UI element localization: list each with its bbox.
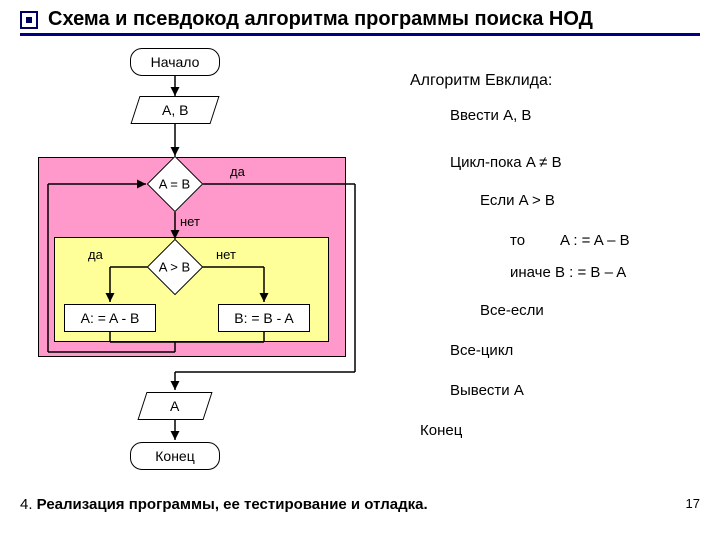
- node-input-label: A, B: [162, 102, 188, 118]
- node-proc-a-label: A: = A - B: [81, 310, 140, 326]
- label-no-1: нет: [180, 214, 200, 229]
- node-proc-b: B: = B - A: [218, 304, 310, 332]
- footer-bold: Реализация программы, ее тестирование и …: [33, 496, 428, 513]
- diagram-canvas: Начало A, B A = B да нет A > B да нет A:…: [20, 42, 700, 492]
- algo-header: Алгоритм Евклида:: [410, 72, 552, 90]
- node-end: Конец: [130, 442, 220, 470]
- algo-l9: Конец: [420, 422, 462, 439]
- node-cond-gt-label: A > B: [159, 259, 190, 274]
- algo-l6: Все-если: [480, 302, 544, 319]
- algo-l8: Вывести A: [450, 382, 524, 399]
- node-start-label: Начало: [151, 54, 200, 70]
- page-number: 17: [686, 496, 700, 511]
- node-start: Начало: [130, 48, 220, 76]
- algo-l3: Если A > B: [480, 192, 555, 209]
- bullet-icon: [20, 11, 38, 29]
- algo-l4b: A : = A – B: [560, 232, 630, 249]
- title-bar: Схема и псевдокод алгоритма программы по…: [20, 8, 700, 36]
- node-proc-a: A: = A - B: [64, 304, 156, 332]
- label-yes-1: да: [230, 164, 245, 179]
- algo-l2: Цикл-пока A ≠ B: [450, 154, 562, 171]
- label-no-2: нет: [216, 247, 236, 262]
- algo-l1: Ввести A, B: [450, 107, 531, 124]
- label-yes-2: да: [88, 247, 103, 262]
- algo-l5: иначе B : = B – A: [510, 264, 626, 281]
- footer-text: 4. Реализация программы, ее тестирование…: [20, 496, 700, 513]
- node-output-label: A: [170, 398, 179, 414]
- node-input: A, B: [130, 96, 219, 124]
- algo-l4a: то: [510, 232, 525, 249]
- node-proc-b-label: B: = B - A: [234, 310, 294, 326]
- node-output: A: [137, 392, 212, 420]
- node-end-label: Конец: [155, 448, 194, 464]
- node-cond-eq-label: A = B: [159, 176, 190, 191]
- footer-num: 4.: [20, 496, 33, 513]
- algo-l7: Все-цикл: [450, 342, 513, 359]
- page-title: Схема и псевдокод алгоритма программы по…: [48, 8, 593, 31]
